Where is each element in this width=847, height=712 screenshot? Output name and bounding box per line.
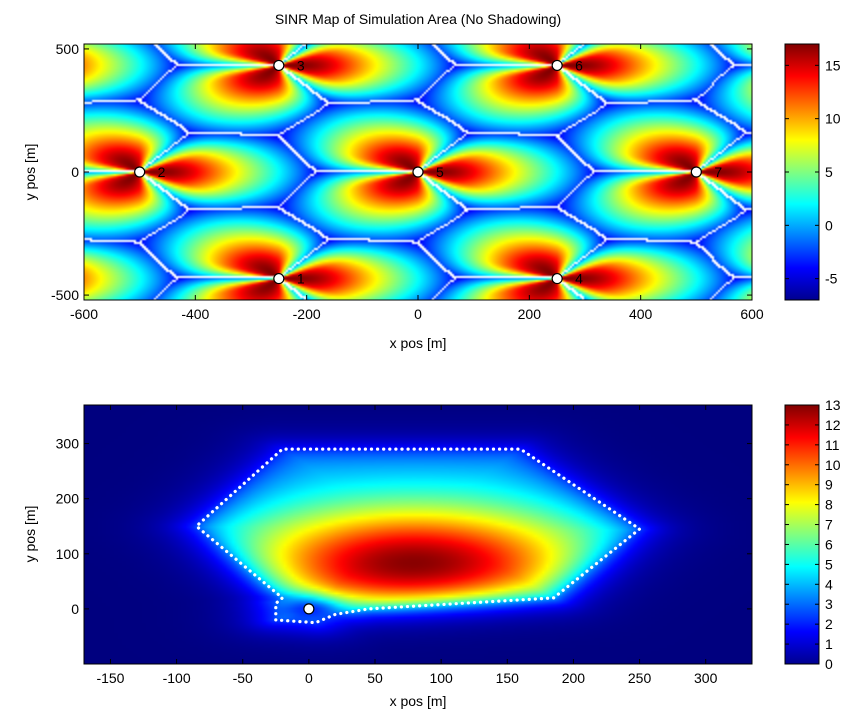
chart2-plot-frame [83, 404, 753, 665]
x-tick-label: 400 [629, 306, 653, 322]
colorbar-tick-label: 6 [825, 536, 833, 552]
colorbar-tick-label: 10 [825, 111, 841, 127]
x-tick-label: -200 [293, 306, 321, 322]
x-tick-label: 200 [562, 670, 586, 686]
colorbar-tick-label: -5 [825, 271, 838, 287]
colorbar-tick-label: 11 [825, 437, 840, 453]
base-station-label-2: 2 [158, 164, 166, 180]
chart1-y-ticks: -500 0 500 [51, 41, 752, 303]
x-tick-label: 100 [429, 670, 453, 686]
colorbar-tick-label: 0 [825, 656, 833, 672]
colorbar-tick-label: 3 [825, 596, 833, 612]
base-station-label-3: 3 [297, 57, 305, 73]
base-station-marker-4 [551, 272, 563, 285]
colorbar-tick-label: 1 [825, 636, 833, 652]
base-station-label-4: 4 [575, 271, 583, 287]
x-tick-label: 0 [414, 306, 422, 322]
chart2-cell-boundary [193, 447, 643, 625]
chart2-x-ticks: -150 -100 -50 0 50 100 150 200 250 300 [96, 405, 718, 686]
colorbar-tick-label: 4 [825, 576, 833, 592]
base-station-marker-7 [690, 166, 702, 178]
cell-boundary-path [193, 447, 643, 625]
base-station-marker-1 [273, 272, 285, 285]
chart2-heatmap [84, 405, 752, 664]
y-tick-label: 200 [56, 491, 80, 507]
y-tick-label: 300 [56, 436, 80, 452]
x-tick-label: -100 [163, 670, 191, 686]
y-tick-label: 100 [56, 546, 80, 562]
colorbar-tick-label: 5 [825, 556, 833, 572]
base-station-marker-3 [273, 59, 285, 72]
chart1-colorbar [784, 43, 820, 301]
chart2-y-ticks: 0 100 200 300 [56, 436, 752, 617]
chart1-y-axis-label: y pos [m] [22, 144, 38, 201]
x-tick-label: -600 [70, 306, 98, 322]
chart2-colorbar [784, 404, 820, 665]
chart1-title: SINR Map of Simulation Area (No Shadowin… [275, 11, 561, 27]
y-tick-label: 0 [71, 601, 79, 617]
x-tick-label: 300 [694, 670, 718, 686]
colorbar-tick-label: 7 [825, 517, 833, 533]
base-station-label-6: 6 [575, 57, 583, 73]
chart1-x-axis-label: x pos [m] [390, 335, 447, 351]
y-tick-label: 500 [56, 41, 80, 57]
colorbar-tick-label: 0 [825, 217, 833, 233]
chart2-x-axis-label: x pos [m] [390, 693, 447, 709]
x-tick-label: 200 [518, 306, 542, 322]
x-tick-label: -50 [233, 670, 253, 686]
x-tick-label: 600 [740, 306, 764, 322]
chart1-x-ticks: -600 -400 -200 0 200 400 600 [70, 44, 764, 322]
colorbar-tick-label: 10 [825, 457, 841, 473]
colorbar-tick-label: 9 [825, 477, 833, 493]
chart1-base-stations: 1 2 3 4 5 6 7 [134, 57, 722, 287]
colorbar-tick-label: 5 [825, 164, 833, 180]
x-tick-label: 0 [305, 670, 313, 686]
colorbar-tick-label: 8 [825, 497, 833, 513]
y-tick-label: 0 [71, 164, 79, 180]
chart1-colorbar-ticks: -5 0 5 10 15 [785, 57, 841, 287]
chart2-base-station-marker [303, 603, 315, 615]
base-station-marker-2 [134, 166, 146, 178]
colorbar-tick-label: 2 [825, 616, 833, 632]
base-station-label-1: 1 [297, 271, 305, 287]
base-station-label-7: 7 [714, 164, 722, 180]
base-station-label-5: 5 [436, 164, 444, 180]
x-tick-label: 150 [496, 670, 520, 686]
x-tick-label: 50 [367, 670, 383, 686]
colorbar-tick-label: 12 [825, 417, 841, 433]
chart2-y-axis-label: y pos [m] [22, 506, 38, 563]
x-tick-label: 250 [628, 670, 652, 686]
x-tick-label: -150 [96, 670, 124, 686]
y-tick-label: -500 [51, 287, 79, 303]
colorbar-tick-label: 13 [825, 397, 841, 413]
base-station-marker-5 [412, 166, 424, 178]
x-tick-label: -400 [181, 306, 209, 322]
base-station-marker-6 [551, 59, 563, 72]
colorbar-tick-label: 15 [825, 57, 841, 73]
